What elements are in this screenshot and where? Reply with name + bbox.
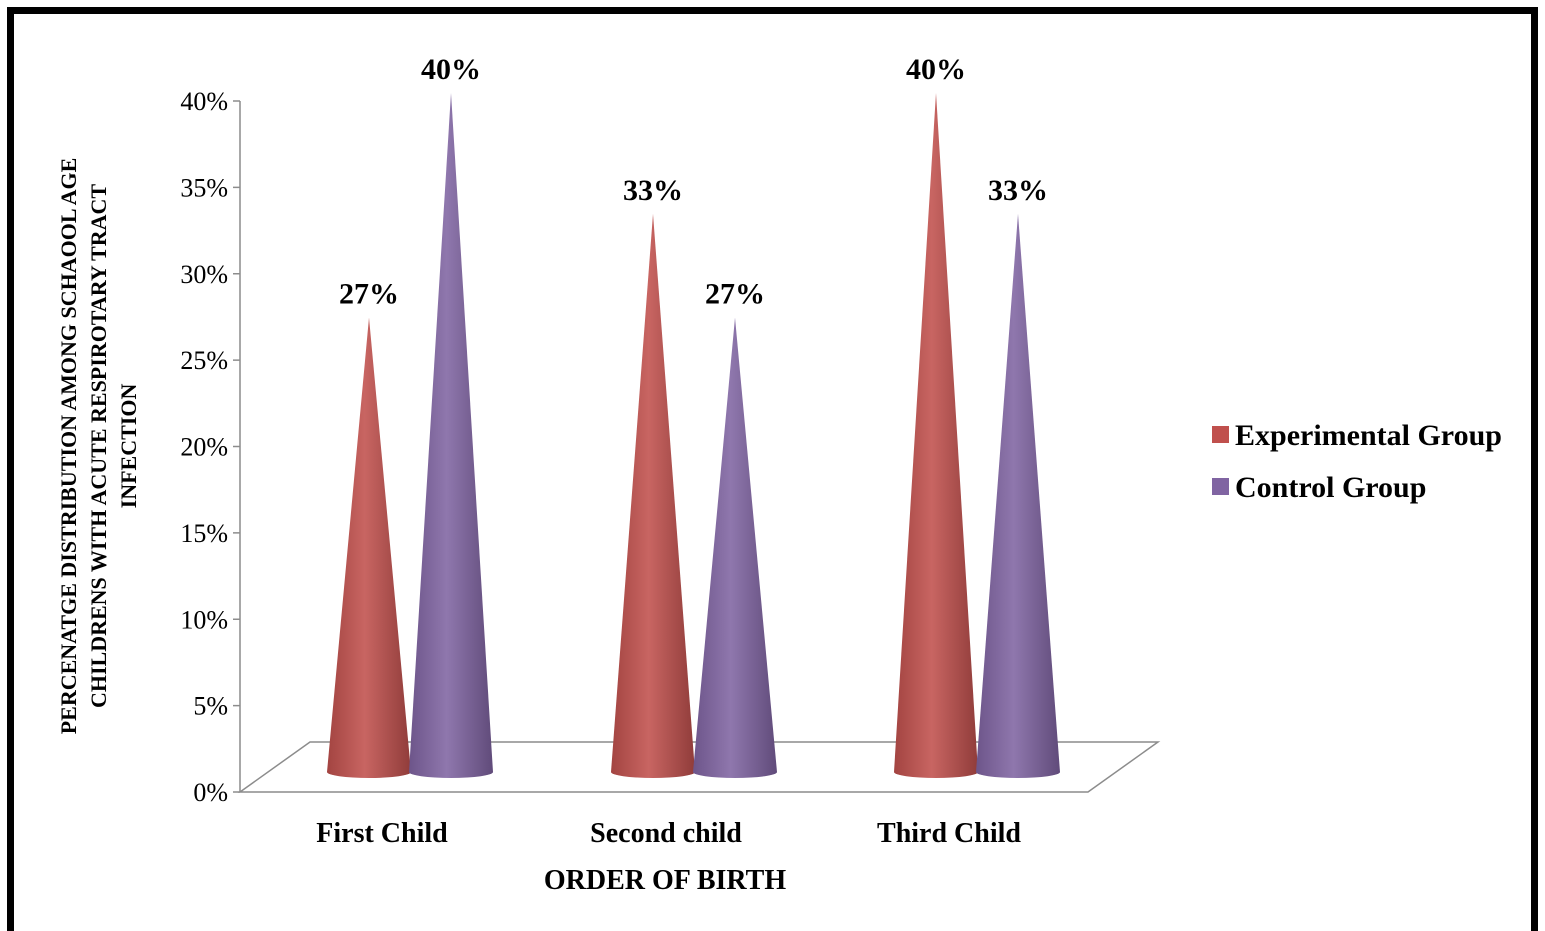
data-label: 40% (906, 53, 966, 86)
legend-swatch (1212, 478, 1229, 495)
legend-swatch (1212, 426, 1229, 443)
x-category-label: Third Child (877, 818, 1021, 849)
data-label: 40% (421, 53, 481, 86)
y-axis-title: PERCENATGE DISTRIBUTION AMONG SCHAOOL AG… (56, 158, 141, 735)
chart-floor (237, 741, 1161, 793)
x-category-label: Second child (590, 818, 742, 849)
data-label: 33% (623, 174, 683, 207)
x-axis-title: ORDER OF BIRTH (544, 865, 786, 896)
legend-label: Experimental Group (1235, 419, 1502, 452)
cone-control-2 (976, 213, 1060, 779)
y-tick-label: 25% (180, 346, 228, 375)
cone-experimental-1 (611, 213, 695, 779)
y-tick-label: 15% (180, 519, 228, 548)
y-axis-title-line: CHILDRENS WITH ACUTE RESPIROTARY TRACT (86, 184, 111, 708)
y-tick-label: 10% (180, 605, 228, 634)
cone-control-0 (409, 93, 493, 778)
y-tick-label: 20% (180, 433, 228, 462)
y-axis-title-line: INFECTION (116, 384, 141, 509)
cone-experimental-0 (327, 317, 411, 778)
y-tick-label: 35% (180, 173, 228, 202)
y-tick-label: 40% (180, 87, 228, 116)
cone-experimental-2 (894, 93, 978, 778)
y-tick-label: 30% (180, 260, 228, 289)
legend: Experimental Group Control Group (1212, 419, 1502, 504)
data-label: 33% (988, 174, 1048, 207)
y-axis-title-line: PERCENATGE DISTRIBUTION AMONG SCHAOOL AG… (56, 158, 81, 735)
legend-label: Control Group (1235, 471, 1426, 504)
x-category-label: First Child (316, 818, 448, 849)
y-tick-label: 5% (193, 692, 228, 721)
data-label: 27% (705, 278, 765, 311)
data-label: 27% (339, 278, 399, 311)
y-tick-label: 0% (193, 778, 228, 807)
cone-control-1 (693, 317, 777, 778)
